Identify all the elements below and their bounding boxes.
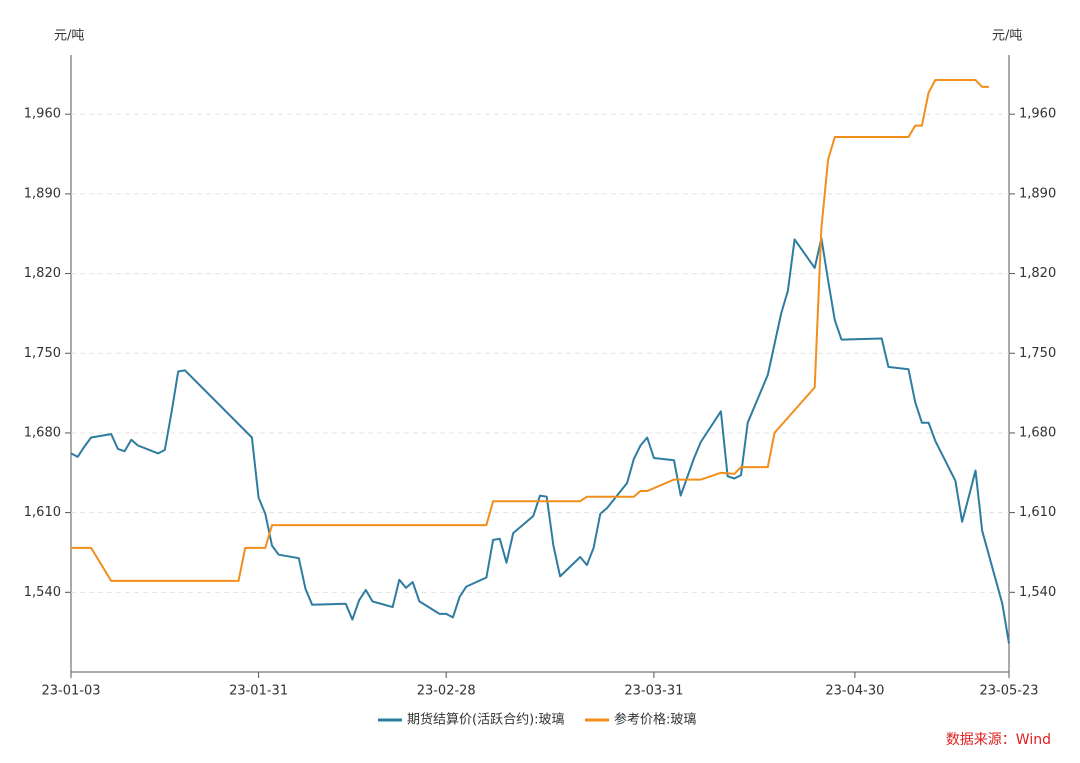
legend-label: 期货结算价(活跃合约):玻璃 xyxy=(407,712,565,728)
x-tick-label: 23-04-30 xyxy=(825,684,884,699)
series-line xyxy=(71,79,989,582)
x-tick-label: 23-03-31 xyxy=(624,684,683,699)
y-tick-label: 1,960 xyxy=(24,107,61,122)
x-tick-label: 23-01-31 xyxy=(229,684,288,699)
y-tick-label: 1,750 xyxy=(24,346,61,361)
y2-tick-label: 1,890 xyxy=(1019,186,1056,201)
y2-tick-label: 1,960 xyxy=(1019,107,1056,122)
y2-tick-label: 1,750 xyxy=(1019,346,1056,361)
y2-axis-unit: 元/吨 xyxy=(992,29,1022,44)
x-tick-label: 23-01-03 xyxy=(41,684,100,699)
y-tick-label: 1,610 xyxy=(24,505,61,520)
y2-tick-label: 1,540 xyxy=(1019,585,1056,600)
y2-tick-label: 1,680 xyxy=(1019,425,1056,440)
y2-tick-label: 1,820 xyxy=(1019,266,1056,281)
source-note: 数据来源：Wind xyxy=(946,732,1051,748)
legend-label: 参考价格:玻璃 xyxy=(614,712,696,728)
x-tick-label: 23-02-28 xyxy=(417,684,476,699)
y-tick-label: 1,540 xyxy=(24,585,61,600)
y-axis-unit: 元/吨 xyxy=(54,29,84,44)
y2-tick-label: 1,610 xyxy=(1019,505,1056,520)
y-tick-label: 1,820 xyxy=(24,266,61,281)
x-tick-label: 23-05-23 xyxy=(979,684,1038,699)
series-line xyxy=(70,237,1010,644)
y-tick-label: 1,890 xyxy=(24,186,61,201)
y-tick-label: 1,680 xyxy=(24,425,61,440)
